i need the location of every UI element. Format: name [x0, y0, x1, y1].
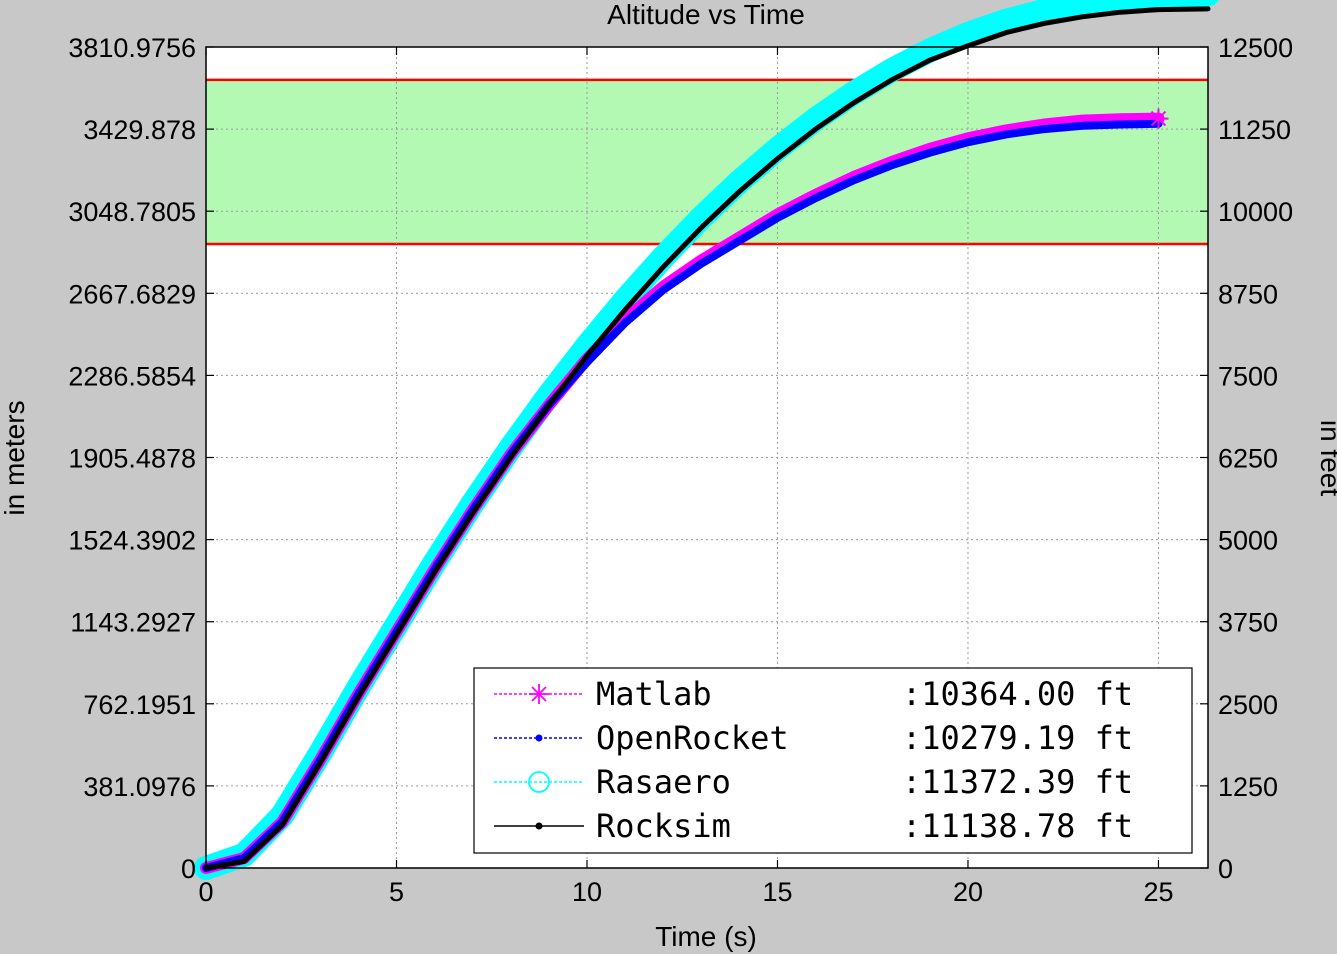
y-axis-label-right: in feet — [1315, 420, 1337, 496]
x-tick-label: 15 — [762, 877, 792, 907]
y-tick-label-left: 381.0976 — [83, 772, 196, 802]
legend-series-name: Rocksim — [596, 807, 731, 845]
chart-title: Altitude vs Time — [607, 0, 805, 30]
y-tick-label-right: 0 — [1218, 854, 1233, 884]
y-axis-label-left: in meters — [0, 400, 30, 515]
legend-entry: Rocksim :11138.78 ft — [494, 807, 1133, 845]
star-stroke — [1150, 110, 1167, 127]
y-tick-label-right: 7500 — [1218, 361, 1278, 391]
y-tick-label-left: 3429.878 — [83, 115, 196, 145]
y-tick-label-right: 1250 — [1218, 772, 1278, 802]
y-tick-label-right: 2500 — [1218, 690, 1278, 720]
legend-series-value: :11372.39 ft — [902, 763, 1133, 801]
y-tick-label-right: 6250 — [1218, 444, 1278, 474]
x-tick-label: 0 — [198, 877, 213, 907]
series-end-marker-rasaero — [1198, 0, 1218, 6]
legend-dot-icon — [535, 822, 543, 830]
legend-series-value: :10364.00 ft — [902, 675, 1133, 713]
legend-circle-icon — [528, 771, 550, 793]
x-tick-label: 10 — [572, 877, 602, 907]
legend-entry: Matlab :10364.00 ft — [494, 675, 1133, 713]
y-tick-label-right: 3750 — [1218, 608, 1278, 638]
y-tick-label-left: 2286.5854 — [68, 361, 196, 391]
y-tick-label-left: 1524.3902 — [68, 526, 196, 556]
series-end-marker-matlab — [1148, 108, 1169, 129]
series-line-rocksim — [203, 6, 1211, 871]
y-tick-label-left: 2667.6829 — [68, 279, 196, 309]
y-tick-label-left: 3810.9756 — [68, 33, 196, 63]
legend-series-name: Matlab — [596, 675, 712, 713]
legend: Matlab :10364.00 ft OpenRocket :10279.19 ft… — [473, 667, 1193, 854]
y-tick-label-right: 11250 — [1218, 115, 1291, 145]
legend-star-icon — [531, 686, 547, 702]
y-tick-label-right: 10000 — [1218, 197, 1293, 227]
legend-entry: OpenRocket :10279.19 ft — [494, 719, 1133, 757]
y-tick-label-right: 12500 — [1218, 33, 1293, 63]
y-tick-label-right: 5000 — [1218, 526, 1278, 556]
y-tick-label-right: 8750 — [1218, 279, 1278, 309]
legend-series-name: Rasaero — [596, 763, 731, 801]
y-tick-label-left: 3048.7805 — [68, 197, 196, 227]
legend-series-value: :11138.78 ft — [902, 807, 1133, 845]
legend-series-value: :10279.19 ft — [902, 719, 1133, 757]
x-axis-label: Time (s) — [655, 921, 757, 952]
x-tick-label: 5 — [389, 877, 404, 907]
y-tick-label-left: 1905.4878 — [68, 444, 196, 474]
x-tick-label: 20 — [953, 877, 983, 907]
y-tick-label-left: 762.1951 — [83, 690, 196, 720]
legend-entry: Rasaero :11372.39 ft — [494, 763, 1133, 801]
legend-dot-icon — [535, 734, 543, 742]
y-tick-label-left: 1143.2927 — [70, 608, 196, 638]
x-tick-label: 25 — [1143, 877, 1173, 907]
legend-box — [473, 667, 1193, 854]
legend-series-name: OpenRocket — [596, 719, 789, 757]
y-tick-label-left: 0 — [181, 854, 196, 884]
